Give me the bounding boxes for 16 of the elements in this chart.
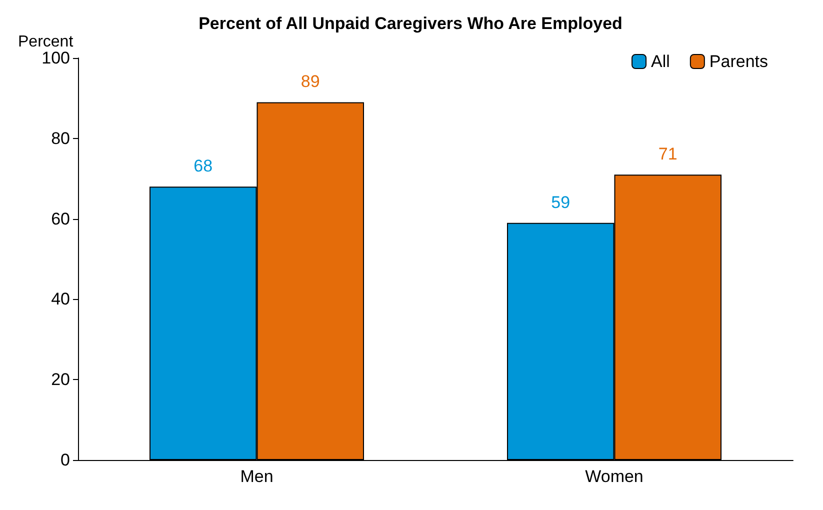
y-tick-label: 100	[42, 48, 70, 68]
data-label: 71	[658, 144, 678, 164]
x-tick-label: Women	[585, 467, 644, 486]
y-tick-label: 60	[51, 209, 70, 228]
data-label: 68	[194, 156, 213, 176]
y-tick-label: 40	[51, 290, 70, 309]
data-label: 59	[551, 192, 570, 212]
legend-label: Parents	[709, 52, 768, 71]
y-tick-label: 80	[51, 128, 70, 148]
y-tick-label: 20	[51, 370, 70, 390]
x-tick-label: Men	[240, 467, 274, 486]
y-axis-title: Percent	[18, 34, 74, 50]
legend-label: All	[651, 52, 670, 71]
chart-title: Percent of All Unpaid Caregivers Who Are Employed	[198, 14, 622, 33]
data-label: 89	[300, 72, 320, 92]
y-tick-label: 0	[60, 450, 70, 470]
